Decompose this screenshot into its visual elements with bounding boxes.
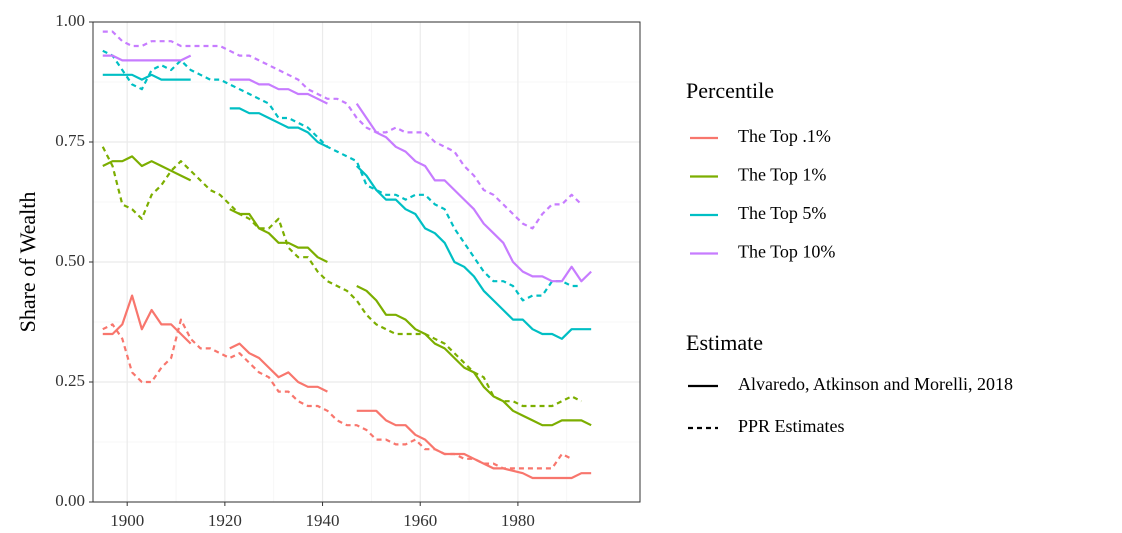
y-tick-label: 0.00 (55, 491, 85, 510)
x-tick-label: 1900 (110, 511, 144, 530)
series-line (102, 49, 582, 302)
y-tick-label: 1.00 (55, 11, 85, 30)
y-axis-label: Share of Wealth (15, 192, 40, 333)
legend: The Top .1% The Top 1% The Top 5% The Top 1… (688, 126, 1013, 436)
x-tick-label: 1940 (306, 511, 340, 530)
legend-label: The Top 5% (738, 203, 826, 223)
x-tick-label: 1920 (208, 511, 242, 530)
series-line (101, 146, 582, 408)
series-line (102, 73, 592, 340)
x-tick-label: 1980 (501, 511, 535, 530)
legend-title: Estimate (686, 330, 763, 355)
series-line (102, 54, 592, 283)
series-line (102, 318, 573, 470)
x-tick-label: 1960 (403, 511, 437, 530)
y-tick-label: 0.25 (55, 371, 85, 390)
legend-label: The Top 10% (738, 242, 835, 262)
legend-label: The Top .1% (738, 126, 831, 146)
legend-label: Alvaredo, Atkinson and Morelli, 2018 (738, 374, 1013, 394)
legend-title: Percentile (686, 78, 774, 103)
plot-border (92, 21, 641, 503)
y-tick-label: 0.75 (55, 131, 85, 150)
legend-label: PPR Estimates (738, 416, 845, 436)
series-line (102, 294, 592, 480)
y-tick-label: 0.50 (55, 251, 85, 270)
legend-label: The Top 1% (738, 165, 826, 185)
series-line (102, 30, 583, 230)
